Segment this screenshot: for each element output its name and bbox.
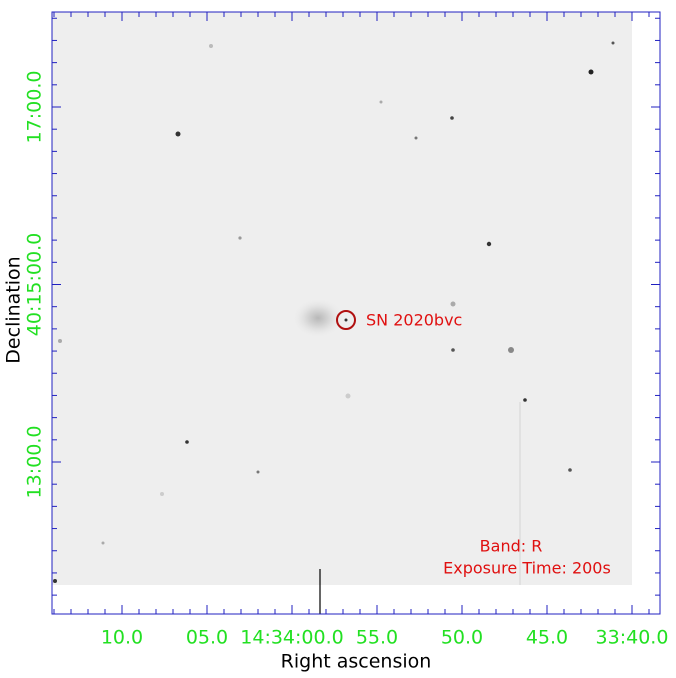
- supernova: [344, 318, 348, 322]
- stars: [53, 41, 615, 585]
- star: [53, 579, 57, 583]
- star: [588, 69, 594, 75]
- star: [379, 100, 383, 104]
- x-tick-label: 55.0: [356, 627, 398, 649]
- star: [450, 301, 456, 307]
- star: [256, 470, 260, 474]
- y-axis-title: Declination: [3, 256, 25, 363]
- x-tick-label: 45.0: [526, 627, 568, 649]
- star: [486, 241, 492, 247]
- star: [414, 136, 418, 140]
- y-tick-label: 40:15:00.0: [24, 233, 46, 336]
- target-marker: [336, 310, 356, 330]
- sky-image: [52, 12, 632, 585]
- x-axis-title: Right ascension: [281, 651, 432, 673]
- star: [523, 398, 527, 402]
- star: [185, 440, 189, 444]
- x-tick-label: 50.0: [441, 627, 483, 649]
- star: [568, 468, 572, 472]
- target-label: SN 2020bvc: [366, 311, 462, 330]
- star: [508, 347, 514, 353]
- frame: [51, 11, 661, 615]
- host-galaxy: [292, 298, 344, 338]
- band-label: Band: R: [480, 537, 543, 556]
- star: [209, 44, 213, 48]
- x-tick-label: 14:34:00.0: [240, 627, 343, 649]
- star: [611, 41, 615, 45]
- x-tick-label: 10.0: [101, 627, 143, 649]
- star: [450, 116, 454, 120]
- star: [58, 339, 62, 343]
- star: [238, 236, 242, 240]
- x-tick-label: 33:40.0: [596, 627, 669, 649]
- x-tick-label: 05.0: [186, 627, 228, 649]
- y-tick-label: 13:00.0: [24, 426, 46, 499]
- exposure-label: Exposure Time: 200s: [443, 559, 611, 578]
- star: [101, 541, 105, 545]
- star: [160, 492, 164, 496]
- y-tick-label: 17:00.0: [24, 71, 46, 144]
- frame-ticks: [52, 12, 660, 614]
- star: [345, 393, 351, 399]
- star: [175, 131, 181, 137]
- star: [451, 348, 455, 352]
